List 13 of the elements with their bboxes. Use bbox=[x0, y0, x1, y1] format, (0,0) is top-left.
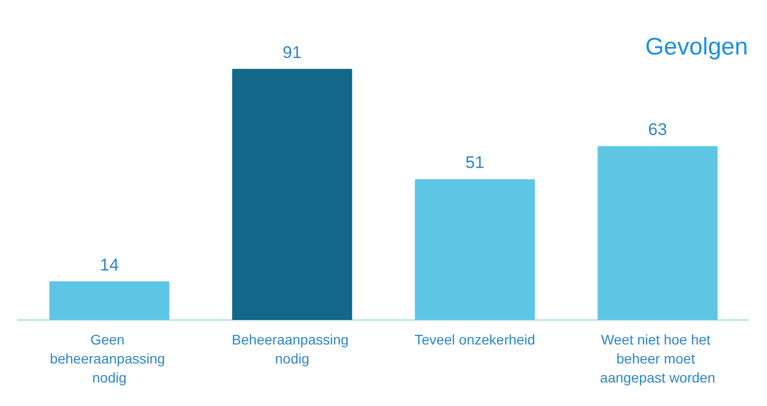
bar bbox=[49, 281, 170, 320]
x-tick-label: Geen beheeraanpassing nodig bbox=[50, 332, 169, 386]
bar bbox=[414, 179, 535, 320]
data-label: 63 bbox=[648, 120, 668, 140]
bar bbox=[232, 68, 352, 320]
data-label: 14 bbox=[100, 255, 119, 274]
data-label: 51 bbox=[465, 153, 484, 172]
x-tick-label: Weet niet hoe het beheer moet aangepast worden bbox=[600, 332, 716, 386]
chart-title: Gevolgen bbox=[645, 34, 748, 60]
x-tick-label: Beheeraanpassing nodig bbox=[232, 332, 352, 366]
bar bbox=[598, 146, 718, 320]
x-tick-label: Teveel onzekerheid bbox=[414, 332, 536, 348]
data-label: 91 bbox=[282, 42, 302, 62]
